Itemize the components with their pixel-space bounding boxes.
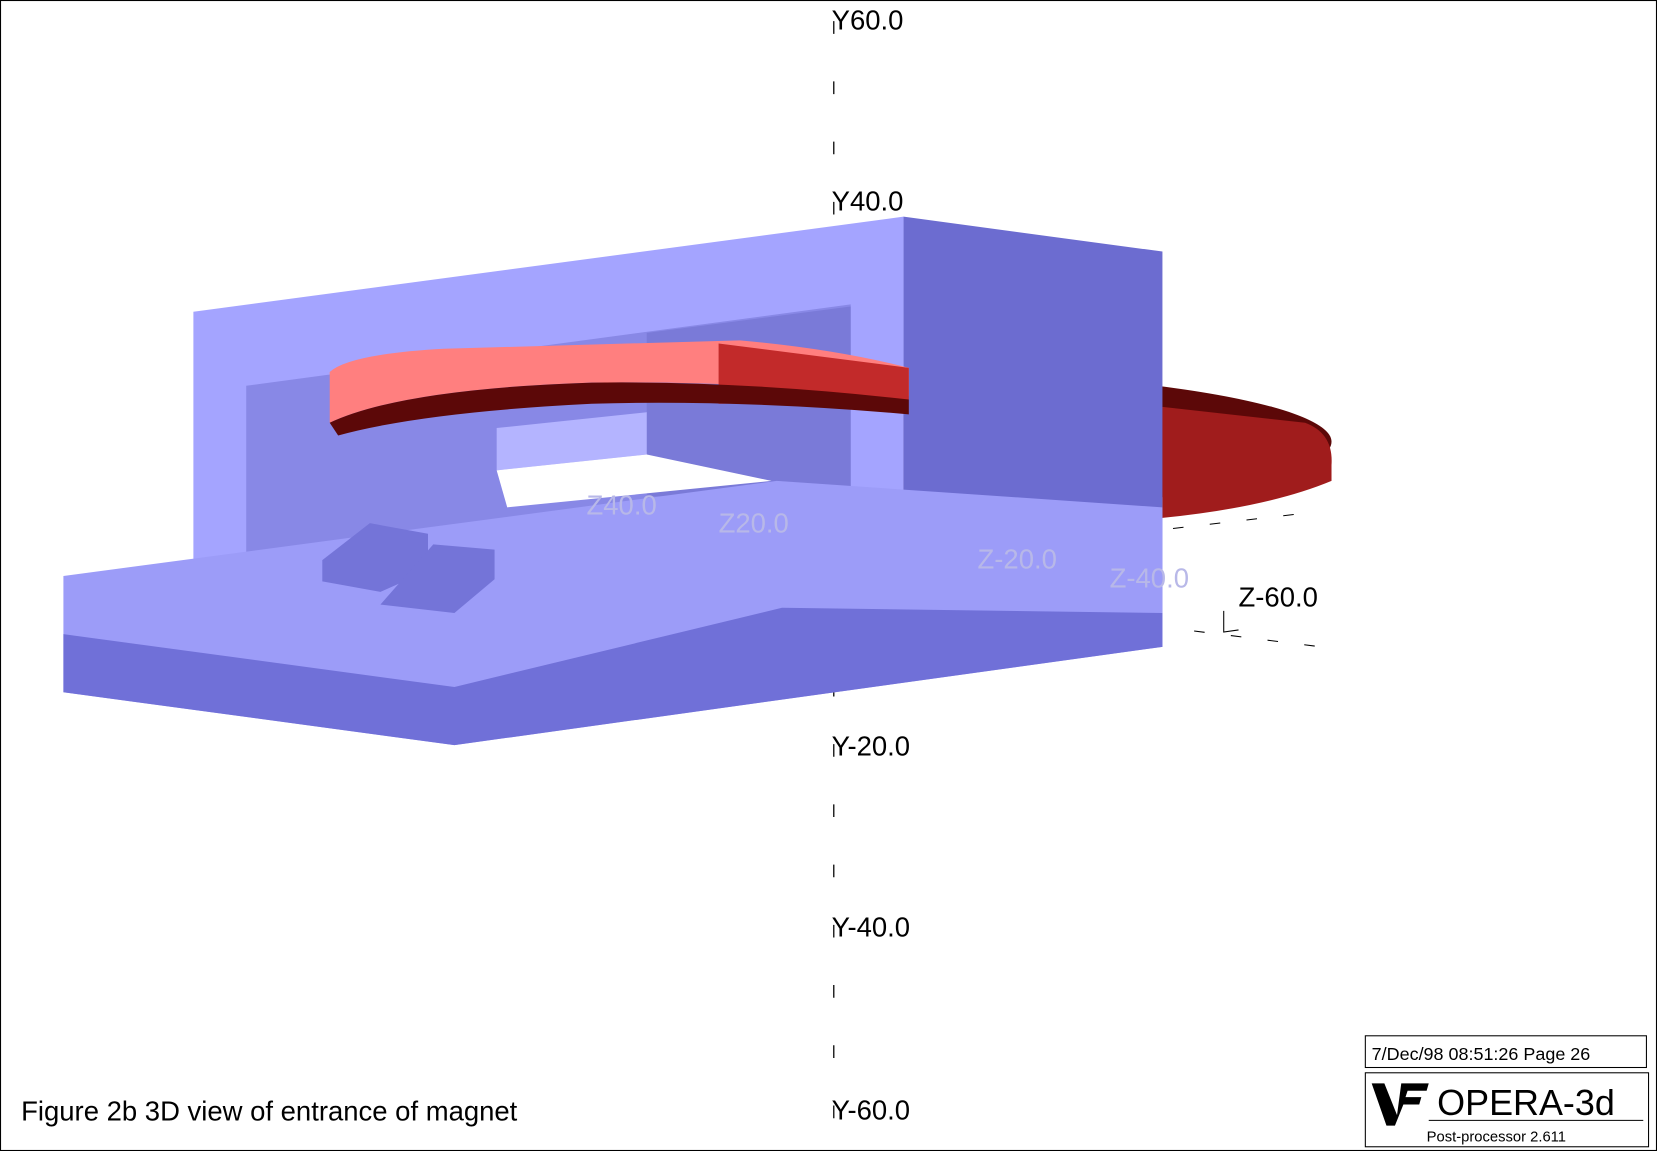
caption: Figure 2b 3D view of entrance of magnet (21, 1095, 518, 1126)
z-label: Z-60.0 (1239, 582, 1318, 613)
y-label: Y-40.0 (832, 911, 910, 942)
y-label: Y-60.0 (832, 1094, 910, 1125)
hidden-label: Z-40.0 (1110, 563, 1189, 594)
hidden-label: Z40.0 (587, 490, 657, 521)
y-label: Y-20.0 (832, 731, 910, 762)
timestamp: 7/Dec/98 08:51:26 Page 26 (1372, 1044, 1591, 1064)
hidden-label: Z-20.0 (978, 544, 1057, 575)
page: {"figure": { "caption": "Figure 2b 3D vi… (0, 0, 1657, 1151)
y-label: Y40.0 (832, 185, 904, 216)
y-label: Y60.0 (832, 5, 904, 36)
figure: Z40.0 Z20.0 Z-20.0 Z-40.0 Y60.0 Y40.0 Y-… (0, 0, 1657, 1151)
logo-name: OPERA-3d (1437, 1082, 1615, 1123)
hidden-label: Z20.0 (719, 508, 789, 539)
logo-subtitle: Post-processor 2.611 (1427, 1129, 1566, 1145)
